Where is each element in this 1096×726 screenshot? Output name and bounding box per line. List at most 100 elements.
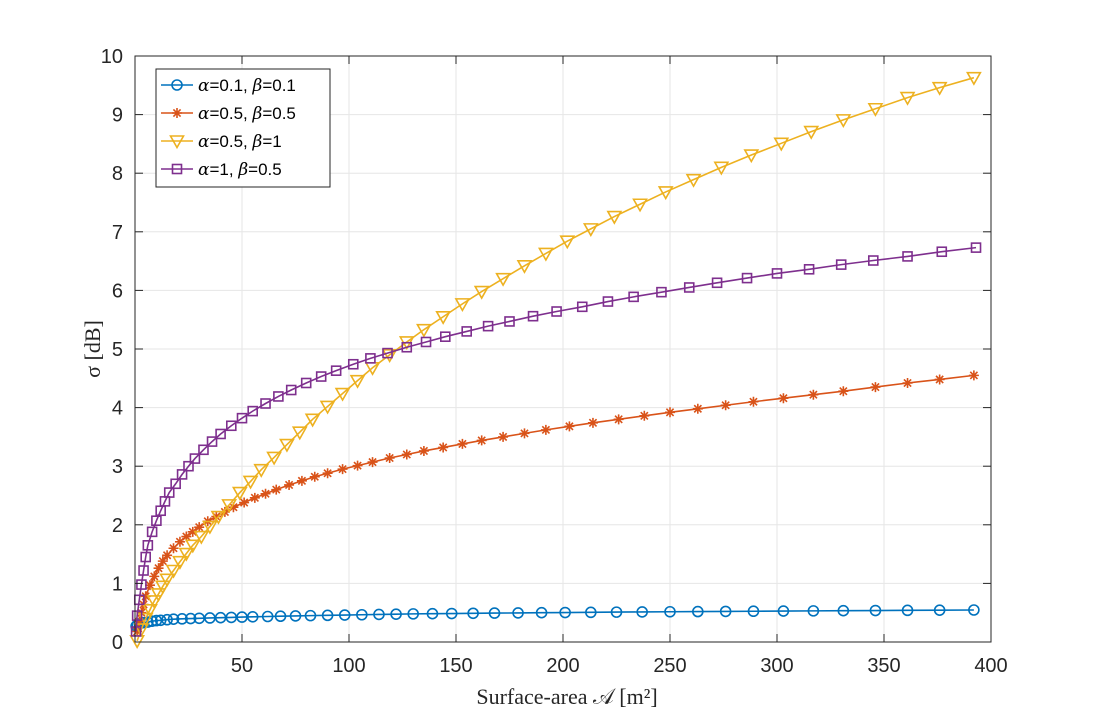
- y-axis-title: σ [dB]: [80, 320, 105, 378]
- data-point: [628, 291, 639, 303]
- data-point: [176, 469, 188, 480]
- series-1: [130, 604, 980, 632]
- data-point: [692, 605, 704, 618]
- data-point: [132, 626, 143, 637]
- legend-label-part: =0.5: [262, 104, 296, 123]
- data-point: [352, 460, 363, 471]
- data-point: [181, 531, 192, 542]
- data-point: [131, 610, 143, 621]
- data-point: [260, 488, 271, 499]
- data-point: [330, 365, 342, 376]
- data-point: [136, 579, 147, 590]
- data-point: [167, 613, 180, 625]
- y-tick-label: 2: [112, 515, 123, 537]
- data-point: [260, 398, 271, 409]
- data-point: [587, 417, 598, 428]
- data-point: [407, 608, 420, 620]
- y-tick-label: 6: [112, 280, 123, 302]
- legend-label: α=0.1, β=0.1: [198, 76, 296, 96]
- data-point: [154, 614, 167, 627]
- data-point: [338, 609, 351, 621]
- data-point: [334, 387, 351, 402]
- data-point: [664, 605, 676, 618]
- x-tick-label: 150: [439, 655, 472, 677]
- data-point: [665, 407, 675, 418]
- data-point: [613, 414, 624, 425]
- data-point: [748, 396, 759, 407]
- data-point: [837, 604, 850, 617]
- data-point: [274, 610, 287, 623]
- legend-swatch-marker: [171, 163, 183, 175]
- data-point: [931, 81, 948, 96]
- axis-ticks: 50 100 150 200 250 300 350 400 0 1 2 3 4 5 6 7 8 9 10: [101, 46, 1008, 677]
- data-point: [315, 371, 327, 382]
- data-point: [970, 242, 982, 253]
- data-point: [261, 610, 274, 623]
- legend-label-part: β: [252, 76, 263, 96]
- data-point: [803, 125, 820, 140]
- data-point: [461, 326, 473, 337]
- data-point: [777, 605, 790, 617]
- legend-label-part: α: [198, 132, 210, 152]
- data-point: [803, 264, 815, 275]
- data-point: [968, 604, 980, 616]
- data-point: [249, 492, 260, 503]
- data-point: [356, 608, 368, 621]
- data-point: [183, 460, 194, 472]
- data-point: [639, 410, 650, 421]
- data-point: [273, 391, 284, 402]
- legend-label: α=0.5, β=1: [198, 132, 282, 152]
- data-point: [778, 393, 789, 404]
- data-point: [576, 301, 588, 313]
- x-tick-label: 400: [974, 655, 1007, 677]
- legend-label-part: β: [237, 160, 248, 180]
- data-point: [692, 403, 703, 414]
- data-point: [221, 499, 238, 514]
- data-point: [418, 445, 429, 456]
- data-point: [242, 475, 259, 490]
- data-point: [150, 588, 167, 603]
- data-point: [210, 510, 227, 525]
- data-point: [867, 255, 879, 266]
- data-point: [304, 413, 321, 428]
- data-point: [236, 412, 248, 424]
- y-tick-label: 9: [112, 105, 123, 127]
- data-point: [467, 607, 479, 620]
- legend-label-part: =0.1: [262, 76, 296, 95]
- legend-label: α=0.5, β=0.5: [198, 104, 296, 124]
- data-point: [349, 374, 366, 389]
- data-point: [435, 310, 452, 325]
- data-point: [454, 298, 471, 313]
- data-point: [657, 186, 674, 201]
- data-point: [144, 580, 155, 591]
- data-point: [231, 486, 248, 501]
- data-point: [632, 198, 648, 213]
- data-point: [153, 563, 164, 574]
- data-point: [304, 609, 317, 622]
- data-point: [743, 149, 760, 164]
- data-point: [936, 246, 948, 258]
- data-point: [154, 580, 171, 595]
- data-point: [300, 377, 312, 389]
- legend-label-part: α: [198, 104, 210, 124]
- data-point: [656, 286, 667, 298]
- data-point: [170, 478, 181, 490]
- data-point: [741, 272, 753, 284]
- data-point: [146, 595, 163, 610]
- data-point: [606, 210, 623, 225]
- data-point: [482, 320, 494, 332]
- data-point: [719, 605, 732, 618]
- data-point: [140, 591, 151, 602]
- data-point: [582, 223, 599, 237]
- legend: α=0.1, β=0.1α=0.5, β=0.5α=0.5, β=1α=1, β…: [155, 68, 331, 188]
- data-point: [176, 613, 188, 625]
- data-point: [178, 547, 195, 562]
- data-point: [202, 520, 218, 535]
- data-point: [808, 389, 819, 400]
- data-point: [239, 497, 250, 508]
- legend-label-part: =1: [262, 132, 281, 151]
- data-point: [247, 405, 258, 417]
- data-point: [309, 471, 320, 482]
- data-point: [172, 555, 188, 570]
